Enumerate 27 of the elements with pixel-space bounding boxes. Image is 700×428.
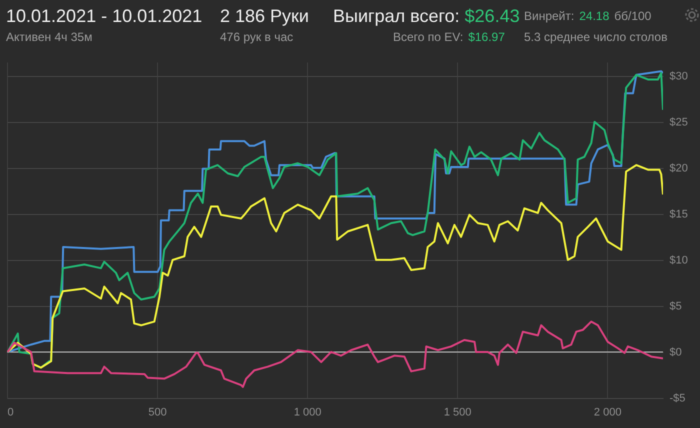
chart-subtitle: Активен 4ч 35м xyxy=(6,30,92,44)
x-tick-label: 1 000 xyxy=(294,406,322,418)
y-tick-label: $20 xyxy=(670,162,688,174)
y-tick-label: $5 xyxy=(670,300,682,312)
text: Всего по EV: xyxy=(393,30,464,44)
y-tick-label: $10 xyxy=(670,254,688,266)
text: 476 рук в час xyxy=(220,30,294,44)
text: $26.43 xyxy=(464,6,520,27)
y-tick-label: $15 xyxy=(670,208,688,220)
line-series xyxy=(7,320,663,388)
text: 5.3 среднее число столов xyxy=(524,30,668,44)
y-tick-label: -$5 xyxy=(670,392,686,404)
y-tick-label: $30 xyxy=(670,70,688,82)
x-tick-label: 2 000 xyxy=(594,406,622,418)
text: бб/100 xyxy=(614,9,652,23)
text: Выиграл всего: xyxy=(333,6,460,27)
y-tick-label: $25 xyxy=(670,116,688,128)
text: 2 186 Руки xyxy=(220,6,309,27)
line-series xyxy=(7,164,663,369)
x-tick-label: 0 xyxy=(8,406,14,418)
text: $16.97 xyxy=(468,30,505,44)
x-tick-label: 1 500 xyxy=(444,406,472,418)
text: 24.18 xyxy=(579,9,610,23)
text: Винрейт: xyxy=(524,9,574,23)
chart-title: 10.01.2021 - 10.01.2021 xyxy=(6,6,202,27)
x-tick-label: 500 xyxy=(148,406,167,418)
y-tick-label: $0 xyxy=(670,346,682,358)
